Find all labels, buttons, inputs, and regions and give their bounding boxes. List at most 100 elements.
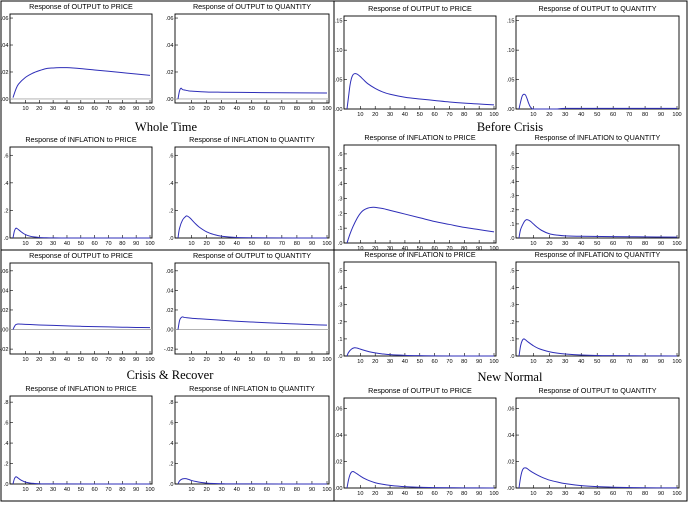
y-tick-label: .04 xyxy=(335,433,343,439)
panel-title: Response of OUTPUT to PRICE xyxy=(29,251,133,260)
plot-frame xyxy=(9,13,153,104)
plot-frame xyxy=(174,146,330,239)
x-tick-label: 70 xyxy=(105,241,111,247)
plot-frame xyxy=(9,395,153,485)
quadrant-frames xyxy=(0,0,688,502)
x-tick-label: 50 xyxy=(417,359,423,365)
panel-title: Response of OUTPUT to QUANTITY xyxy=(538,4,656,13)
figure-border xyxy=(0,0,688,502)
y-tick-label: .15 xyxy=(335,19,343,25)
panel-title: Response of INFLATION to QUANTITY xyxy=(189,384,315,393)
y-tick-label: .00 xyxy=(1,328,9,334)
x-tick-label: 50 xyxy=(249,357,255,363)
x-tick-label: 30 xyxy=(387,246,393,252)
x-tick-label: 30 xyxy=(50,487,56,493)
x-tick-label: 20 xyxy=(203,106,209,112)
x-tick-label: 30 xyxy=(562,491,568,497)
y-tick-label: .00 xyxy=(335,486,343,492)
x-tick-label: 30 xyxy=(387,112,393,118)
x-tick-label: 70 xyxy=(626,112,632,118)
x-tick-label: 20 xyxy=(203,241,209,247)
x-tick-label: 30 xyxy=(219,487,225,493)
y-tick-label: .0 xyxy=(4,482,9,488)
x-tick-label: 90 xyxy=(309,357,315,363)
panel-title: Response of OUTPUT to QUANTITY xyxy=(538,386,656,395)
x-tick-label: 80 xyxy=(642,359,648,365)
x-tick-label: 20 xyxy=(546,241,552,247)
plot-frame xyxy=(174,395,330,485)
response-line xyxy=(177,316,328,330)
x-tick-label: 50 xyxy=(78,487,84,493)
y-tick-label: .2 xyxy=(4,208,9,214)
panel-crisis-recover-response-of-inflation-to-price: Response of INFLATION to PRICE .0 .2 .4 .6 .8… xyxy=(4,384,155,493)
plot-frame xyxy=(343,397,497,489)
y-tick-label: .6 xyxy=(169,153,174,159)
y-tick-label: .00 xyxy=(1,97,9,103)
plot-frame xyxy=(174,262,330,355)
y-tick-label: .8 xyxy=(169,400,174,406)
x-tick-label: 70 xyxy=(626,491,632,497)
y-tick-label: .04 xyxy=(166,288,174,294)
x-tick-label: 40 xyxy=(234,106,240,112)
x-tick-label: 60 xyxy=(264,241,270,247)
plot-frame xyxy=(515,144,680,239)
y-tick-label: .06 xyxy=(507,407,515,413)
y-tick-label: .02 xyxy=(166,308,174,314)
x-tick-label: 30 xyxy=(50,357,56,363)
y-tick-label: .02 xyxy=(166,70,174,76)
x-tick-label: 100 xyxy=(322,241,331,247)
panel-crisis-recover-response-of-inflation-to-quantity: Response of INFLATION to QUANTITY .0 .2 .4.… xyxy=(169,384,332,493)
y-tick-label: .4 xyxy=(510,286,515,292)
y-tick-label: .00 xyxy=(507,486,515,492)
x-tick-label: 80 xyxy=(461,246,467,252)
x-tick-label: 10 xyxy=(357,491,363,497)
x-tick-label: 20 xyxy=(36,241,42,247)
x-tick-label: 60 xyxy=(610,359,616,365)
y-tick-label: .00 xyxy=(166,328,174,334)
y-tick-label: .5 xyxy=(338,269,343,275)
y-tick-label: .3 xyxy=(338,196,343,202)
x-tick-label: 80 xyxy=(119,106,125,112)
x-tick-label: 60 xyxy=(431,491,437,497)
x-tick-label: 60 xyxy=(431,246,437,252)
x-tick-label: 40 xyxy=(64,487,70,493)
y-tick-label: .00 xyxy=(166,97,174,103)
x-tick-label: 30 xyxy=(387,491,393,497)
y-tick-label: .4 xyxy=(169,181,174,187)
x-tick-label: 10 xyxy=(22,106,28,112)
x-tick-label: 40 xyxy=(64,357,70,363)
response-line xyxy=(346,206,495,244)
x-tick-label: 40 xyxy=(402,246,408,252)
y-tick-label: .3 xyxy=(338,303,343,309)
x-tick-label: 80 xyxy=(642,241,648,247)
panel-new-normal-response-of-inflation-to-quantity: Response of INFLATION to QUANTITY .0 .1 .2.… xyxy=(510,250,682,365)
y-tick-label: .05 xyxy=(335,78,343,84)
response-line xyxy=(346,470,495,489)
x-tick-label: 20 xyxy=(546,359,552,365)
x-tick-label: 100 xyxy=(145,487,154,493)
x-tick-label: 50 xyxy=(249,487,255,493)
y-tick-label: .0 xyxy=(338,354,343,360)
x-tick-label: 60 xyxy=(610,491,616,497)
x-tick-label: 40 xyxy=(64,106,70,112)
x-tick-label: 40 xyxy=(234,357,240,363)
y-tick-label: .4 xyxy=(169,441,174,447)
y-tick-label: .4 xyxy=(338,286,343,292)
x-tick-label: 10 xyxy=(188,487,194,493)
plot-frame xyxy=(343,261,497,357)
plot-frame xyxy=(515,261,680,357)
y-tick-label: .2 xyxy=(510,320,515,326)
panel-title: Response of OUTPUT to PRICE xyxy=(368,386,472,395)
x-tick-label: 70 xyxy=(446,246,452,252)
y-tick-label: .2 xyxy=(338,320,343,326)
x-tick-label: 90 xyxy=(133,241,139,247)
x-tick-label: 90 xyxy=(309,487,315,493)
x-tick-label: 90 xyxy=(658,112,664,118)
x-tick-label: 70 xyxy=(279,106,285,112)
x-tick-label: 10 xyxy=(530,112,536,118)
x-tick-label: 40 xyxy=(402,112,408,118)
x-tick-label: 90 xyxy=(476,491,482,497)
x-tick-label: 80 xyxy=(294,487,300,493)
response-line xyxy=(177,215,328,239)
y-tick-label: .3 xyxy=(510,303,515,309)
